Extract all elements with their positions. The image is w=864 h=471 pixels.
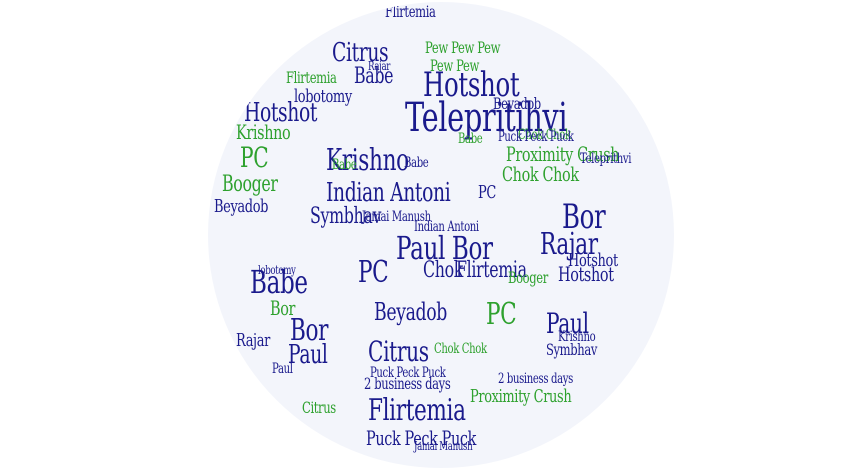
word: Paul <box>288 340 328 370</box>
word: Krishno <box>558 329 596 345</box>
word: Hotshot <box>423 65 520 105</box>
word: Booger <box>508 268 548 287</box>
word: PC <box>486 297 517 332</box>
word: Jamai Manush <box>414 439 473 453</box>
word: lobotomy <box>258 263 296 277</box>
word: Pew Pew Pew <box>425 38 501 57</box>
word: Flirtemia <box>385 2 436 21</box>
word: Beyadob <box>374 298 448 326</box>
word: Rajar <box>368 59 391 73</box>
word: Indian Antoni <box>414 219 479 235</box>
word: PC <box>240 141 269 174</box>
word: Symbhav <box>310 204 382 229</box>
word: Proximity Crush <box>470 386 572 407</box>
word: Beyadob <box>214 196 269 217</box>
word: Telepritihvi <box>405 95 568 141</box>
word: Bor <box>270 296 296 320</box>
word: Symbhav <box>546 340 597 359</box>
word: Chok Chok <box>434 341 487 357</box>
word: Puck Peck Puck <box>370 365 446 381</box>
word: Paul <box>546 307 589 340</box>
word: Beyadob <box>493 94 541 113</box>
word: Proximity Crush <box>506 142 620 166</box>
word: Teleprithvi <box>580 151 632 167</box>
word: Hotshot <box>244 98 318 128</box>
word: lobotomy <box>294 86 352 107</box>
word: Citrus <box>302 398 336 417</box>
word: PC <box>478 182 496 203</box>
word: Babe <box>458 131 483 147</box>
word: Booger <box>222 172 278 197</box>
word: Flirtemia <box>368 393 466 428</box>
word: Hotshot <box>568 250 618 271</box>
word: PC <box>358 255 389 290</box>
word: Babe <box>250 263 308 301</box>
word: 2 business days <box>498 371 573 387</box>
word: Jamai Manush <box>362 209 431 225</box>
word: Chok Chok <box>502 162 579 186</box>
word: Babe <box>332 157 357 173</box>
word: Chok Chok <box>518 127 571 143</box>
word: Bor <box>562 197 606 237</box>
word: 2 business days <box>364 374 451 393</box>
word: Rajar <box>540 227 598 262</box>
word: Flirtemia <box>456 258 527 283</box>
word: Paul Bor <box>396 229 493 267</box>
word: Babe <box>354 64 394 89</box>
word: Rajar <box>236 330 270 351</box>
word: Citrus <box>332 38 389 68</box>
word: Chok <box>423 258 464 283</box>
word: Puck Peck Puck <box>366 426 476 450</box>
word: Krishno <box>236 120 291 144</box>
word-cloud-disc: Flirtemia Citrus Pew Pew Pew Pew Pew Bab… <box>208 2 674 468</box>
word: Paul <box>272 361 293 377</box>
word: Bor <box>290 313 329 348</box>
word: Flirtemia <box>286 68 337 87</box>
word: Pew Pew <box>430 56 479 75</box>
word: Citrus <box>368 335 429 368</box>
word: Babe <box>404 155 429 171</box>
word: Puck Peck Puck <box>498 129 574 145</box>
word: Hotshot <box>558 262 614 286</box>
word: Krishno <box>326 143 409 178</box>
word: Indian Antoni <box>326 178 451 208</box>
